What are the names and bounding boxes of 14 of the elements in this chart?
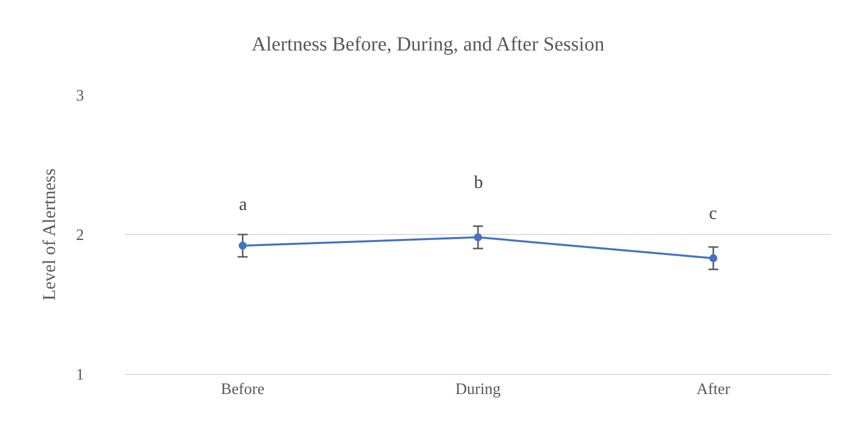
point	[709, 254, 718, 262]
y-tick-label: 3	[76, 88, 84, 105]
x-tick-label: After	[696, 381, 731, 398]
y-axis-title: Level of Alertness	[39, 168, 60, 300]
point	[474, 233, 482, 242]
x-tick-label: Before	[220, 381, 264, 398]
annotation: b	[474, 172, 483, 192]
annotation: a	[239, 194, 247, 214]
x-tick-label: During	[455, 381, 501, 398]
y-tick-label: 1	[76, 366, 84, 384]
chart-title: Alertness Before, During, and After Session	[252, 33, 604, 56]
y-tick-label: 2	[76, 227, 84, 244]
point	[238, 242, 247, 250]
annotation: c	[709, 203, 717, 223]
